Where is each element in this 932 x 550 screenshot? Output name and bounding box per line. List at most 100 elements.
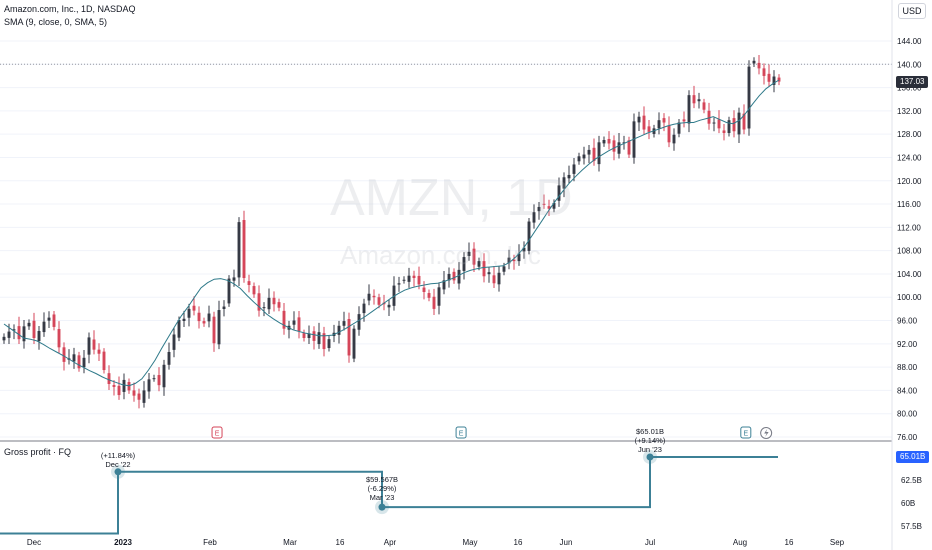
candle (472, 248, 476, 265)
candle (732, 118, 736, 132)
gross-profit-pane-title[interactable]: Gross profit · FQ (4, 447, 72, 457)
earnings-marker (211, 426, 223, 439)
candle (592, 147, 596, 161)
candle (512, 259, 516, 262)
candle (242, 220, 246, 279)
candle (92, 339, 96, 350)
gross-profit-period-label: Dec '22 (105, 460, 130, 469)
candle (307, 333, 311, 338)
candle (682, 119, 686, 122)
candle (432, 296, 436, 309)
candle (57, 329, 61, 348)
gross-profit-value-label: $65.01B (636, 427, 664, 436)
candle (337, 325, 341, 335)
candle (497, 272, 501, 285)
candle (747, 66, 751, 129)
candle (122, 379, 126, 392)
sma-line (3, 79, 780, 387)
candle (757, 62, 761, 69)
candle (77, 355, 81, 369)
time-axis-label: Sep (830, 538, 845, 547)
candle (687, 95, 691, 124)
candle (722, 130, 726, 134)
candle (167, 351, 171, 365)
candle (292, 320, 296, 325)
candle (147, 379, 151, 392)
candle (252, 286, 256, 295)
time-axis-label: Aug (733, 538, 747, 547)
candle (357, 314, 361, 330)
candle (457, 269, 461, 284)
earnings-marker-label: E (459, 431, 464, 438)
candle (567, 174, 571, 179)
candle (697, 99, 701, 102)
candle (612, 140, 616, 152)
candle (72, 354, 76, 362)
price-tick-label: 128.00 (897, 130, 922, 139)
price-tick-label: 116.00 (897, 200, 921, 209)
candle (312, 331, 316, 341)
candle (262, 307, 266, 309)
candle (642, 115, 646, 130)
candle (582, 154, 586, 159)
candle (667, 125, 671, 143)
candle (517, 253, 521, 262)
price-tick-label: 124.00 (897, 153, 922, 162)
earnings-marker-label: E (743, 431, 748, 438)
candle (322, 333, 326, 350)
candle (157, 375, 161, 386)
candle (137, 393, 141, 400)
candle (302, 333, 306, 338)
candle (602, 140, 606, 144)
price-tick-label: 100.00 (897, 293, 922, 302)
candle (462, 257, 466, 271)
candle (327, 339, 331, 349)
candle (447, 273, 451, 281)
candle (452, 271, 456, 281)
gross-profit-tick-label: 60B (901, 499, 915, 508)
candle (772, 76, 776, 85)
candle (82, 357, 86, 368)
price-tick-label: 144.00 (897, 37, 922, 46)
candle (617, 142, 621, 154)
candle (2, 336, 6, 341)
candle (212, 316, 216, 344)
candle (297, 317, 301, 332)
candle (467, 251, 471, 257)
candle (342, 321, 346, 326)
candle (237, 222, 241, 278)
price-tick-label: 88.00 (897, 363, 918, 372)
candle (117, 385, 121, 396)
candle (562, 177, 566, 189)
candle (232, 277, 236, 281)
candle (552, 202, 556, 209)
candle (677, 122, 681, 134)
candle (17, 326, 21, 340)
candle (712, 122, 716, 124)
gross-profit-tick-label: 62.5B (901, 476, 922, 485)
time-axis-label: Mar (283, 538, 297, 547)
lightning-icon (764, 429, 769, 437)
gross-profit-value-label: (+11.84%) (101, 451, 136, 460)
candle (717, 119, 721, 129)
candle (372, 295, 376, 298)
sma-indicator-label[interactable]: SMA (9, close, 0, SMA, 5) (4, 17, 108, 27)
candle (47, 317, 51, 321)
gross-profit-period-label: Mar '23 (370, 493, 395, 502)
gross-profit-point (114, 468, 122, 476)
candle (162, 364, 166, 388)
candle (317, 332, 321, 345)
candle (22, 326, 26, 342)
price-tick-label: 84.00 (897, 386, 918, 395)
gross-profit-tick-label: 57.5B (901, 522, 922, 531)
time-axis-label: 16 (514, 538, 523, 547)
price-tick-label: 136.00 (897, 84, 922, 93)
candle (547, 206, 551, 209)
candle (27, 322, 31, 327)
candle (637, 116, 641, 123)
currency-button[interactable]: USD (898, 3, 926, 19)
candle (12, 329, 16, 331)
candle (427, 293, 431, 298)
candle (197, 312, 201, 322)
